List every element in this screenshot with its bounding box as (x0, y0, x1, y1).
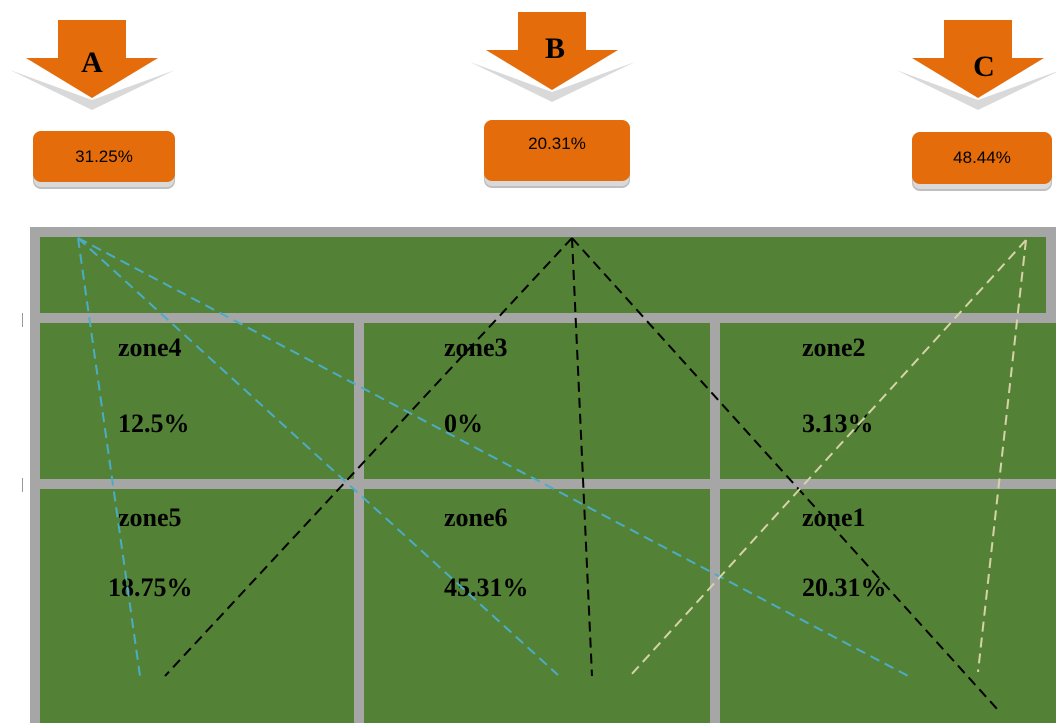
lines-c (629, 239, 1027, 677)
zone5-name: zone5 (118, 503, 182, 532)
arrow-b-value: 20.31% (484, 120, 630, 181)
arrow-a-label: A (81, 46, 103, 79)
line-b-zone5 (164, 237, 573, 677)
margin-tick (22, 478, 23, 492)
zone5-cell: zone5 18.75% (40, 489, 354, 723)
zone6-percent: 45.31% (444, 573, 529, 602)
zone-table: zone4 12.5% zone3 0% zone2 3.13% zone5 1… (30, 227, 1056, 723)
lines-a (77, 237, 913, 679)
zone3-cell: zone3 0% (364, 323, 710, 479)
arrow-c-label: C (973, 50, 995, 83)
arrow-a: A (10, 18, 175, 118)
margin-tick (22, 313, 23, 327)
zone4-cell: zone4 12.5% (40, 323, 354, 479)
zone4-name: zone4 (118, 333, 182, 362)
line-c-zone6 (629, 239, 1027, 677)
zone2-cell: zone2 3.13% (720, 323, 1056, 479)
lines-b (164, 237, 999, 711)
zone4-percent: 12.5% (118, 409, 190, 438)
arrow-b-label: B (544, 32, 565, 65)
zone6-cell: zone6 45.31% (364, 489, 710, 723)
down-arrow-icon (470, 12, 635, 102)
arrow-c-value: 48.44% (912, 132, 1052, 184)
down-arrow-icon (10, 20, 175, 110)
line-a-zone6 (77, 237, 559, 676)
down-arrow-icon (896, 20, 1056, 110)
line-b-zone6 (571, 237, 593, 677)
zone2-name: zone2 (802, 333, 866, 362)
line-a-zone1 (77, 237, 913, 679)
zone3-name: zone3 (444, 333, 508, 362)
line-a-zone5 (77, 237, 141, 677)
line-b-zone1 (571, 237, 999, 711)
header-cell (40, 237, 1046, 313)
arrow-b: B (470, 10, 635, 110)
zone3-percent: 0% (444, 409, 483, 438)
line-c-zone1 (977, 239, 1027, 673)
arrow-c: C (896, 18, 1056, 118)
zone1-percent: 20.31% (802, 573, 887, 602)
zone2-percent: 3.13% (802, 409, 874, 438)
zone5-percent: 18.75% (108, 573, 193, 602)
zone6-name: zone6 (444, 503, 508, 532)
arrow-a-value: 31.25% (33, 131, 175, 182)
